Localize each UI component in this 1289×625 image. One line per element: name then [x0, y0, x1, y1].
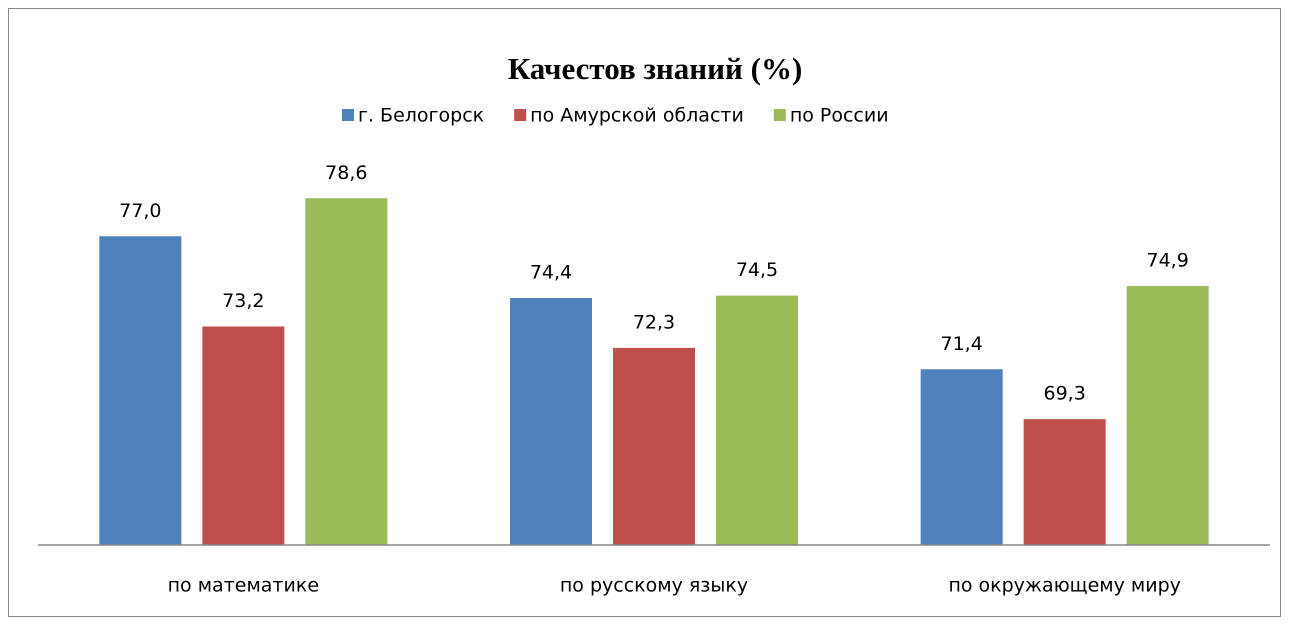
x-tick-label: по русскому языку — [560, 575, 748, 597]
data-label: 74,9 — [1147, 250, 1189, 272]
bar — [716, 295, 798, 545]
bar — [305, 198, 388, 545]
data-label: 78,6 — [325, 162, 367, 184]
bar — [510, 298, 592, 545]
data-label: 69,3 — [1044, 383, 1086, 405]
legend-label: по Амурской области — [530, 105, 744, 127]
data-label: 74,4 — [530, 262, 572, 284]
bar — [1126, 286, 1209, 545]
data-label: 74,5 — [736, 259, 778, 281]
legend-label: г. Белогорск — [358, 105, 484, 127]
data-label: 73,2 — [222, 290, 264, 312]
legend-label: по России — [790, 105, 889, 127]
chart-title: Качестов знаний (%) — [508, 51, 803, 86]
legend-swatch — [773, 109, 786, 121]
data-label: 72,3 — [633, 311, 675, 333]
data-label: 71,4 — [941, 333, 983, 355]
x-tick-label: по математике — [168, 575, 319, 597]
legend-swatch — [514, 109, 527, 121]
bar — [99, 236, 182, 545]
x-tick-label: по окружающему миру — [948, 575, 1180, 597]
bar — [202, 326, 285, 545]
legend-swatch — [342, 109, 354, 121]
bar — [613, 347, 695, 545]
data-label: 77,0 — [119, 200, 161, 222]
bar — [920, 369, 1003, 545]
bar — [1023, 419, 1106, 545]
